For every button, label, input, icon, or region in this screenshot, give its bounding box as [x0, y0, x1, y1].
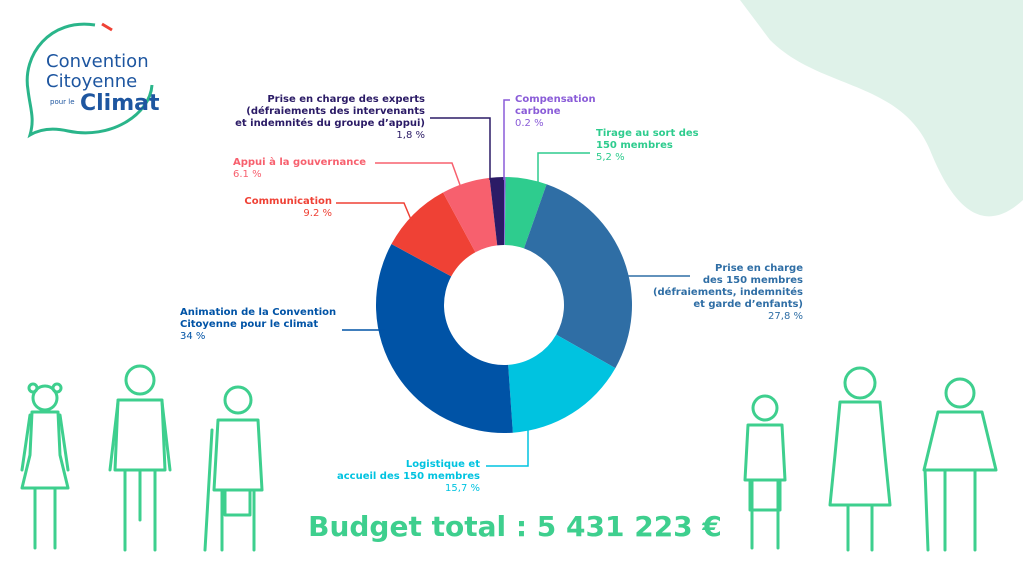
slice-label: Tirage au sort des 150 membres 5,2 % [596, 128, 699, 164]
leader-line [336, 202, 413, 223]
donut-slice [443, 177, 498, 253]
slice-label: Prise en charge des experts (défraiement… [235, 94, 425, 142]
value-label: 9.2 % [303, 208, 332, 219]
leader-line [503, 99, 510, 180]
value-label: 15,7 % [445, 483, 480, 494]
category-label: Appui à la gouvernance [233, 157, 367, 168]
donut-slice [523, 184, 632, 369]
logo-accent [101, 22, 113, 32]
logo-bubble [25, 22, 154, 139]
category-label: Prise en charge des 150 membres (défraie… [652, 263, 803, 310]
donut-slice [391, 192, 476, 277]
slice-label: Appui à la gouvernance 6.1 % [233, 157, 366, 181]
category-label: Logistique et accueil des 150 membres [336, 459, 480, 482]
value-label: 1,8 % [396, 130, 425, 141]
value-label: 5,2 % [596, 152, 625, 163]
donut-slice [504, 177, 506, 246]
donut-slice [489, 177, 504, 246]
value-label: 34 % [180, 331, 206, 342]
leader-line [486, 405, 529, 467]
slice-label: Animation de la Convention Citoyenne pou… [180, 307, 336, 343]
logo-text: pour le [50, 98, 75, 106]
background-blob [740, 0, 1023, 217]
slice-label: Compensation carbone 0.2 % [515, 94, 596, 130]
leader-line [430, 117, 491, 180]
category-label: Tirage au sort des 150 membres [596, 128, 699, 151]
category-label: Prise en charge des experts (défraiement… [235, 94, 425, 129]
slice-label: Communication 9.2 % [244, 196, 332, 220]
donut-slice [504, 177, 547, 249]
slice-label: Prise en charge des 150 membres (défraie… [653, 263, 803, 323]
leader-line [537, 152, 590, 182]
logo-text: Citoyenne [46, 71, 137, 92]
people-left [20, 364, 264, 552]
slice-label: Logistique et accueil des 150 membres 15,… [337, 459, 480, 495]
value-label: 6.1 % [233, 169, 262, 180]
budget-total: Budget total : 5 431 223 € [308, 510, 722, 543]
logo-text: Climat [80, 91, 160, 116]
category-label: Animation de la Convention Citoyenne pou… [180, 307, 337, 330]
category-label: Compensation carbone [515, 94, 596, 117]
donut-slice [376, 244, 513, 433]
category-label: Communication [244, 196, 332, 207]
logo: Convention Citoyenne pour le Climat [25, 22, 160, 139]
people-right [743, 366, 998, 552]
donut-slice [508, 334, 616, 433]
logo-text: Convention [46, 51, 149, 72]
value-label: 0.2 % [515, 118, 544, 129]
value-label: 27,8 % [768, 311, 803, 322]
leader-line [375, 162, 461, 186]
